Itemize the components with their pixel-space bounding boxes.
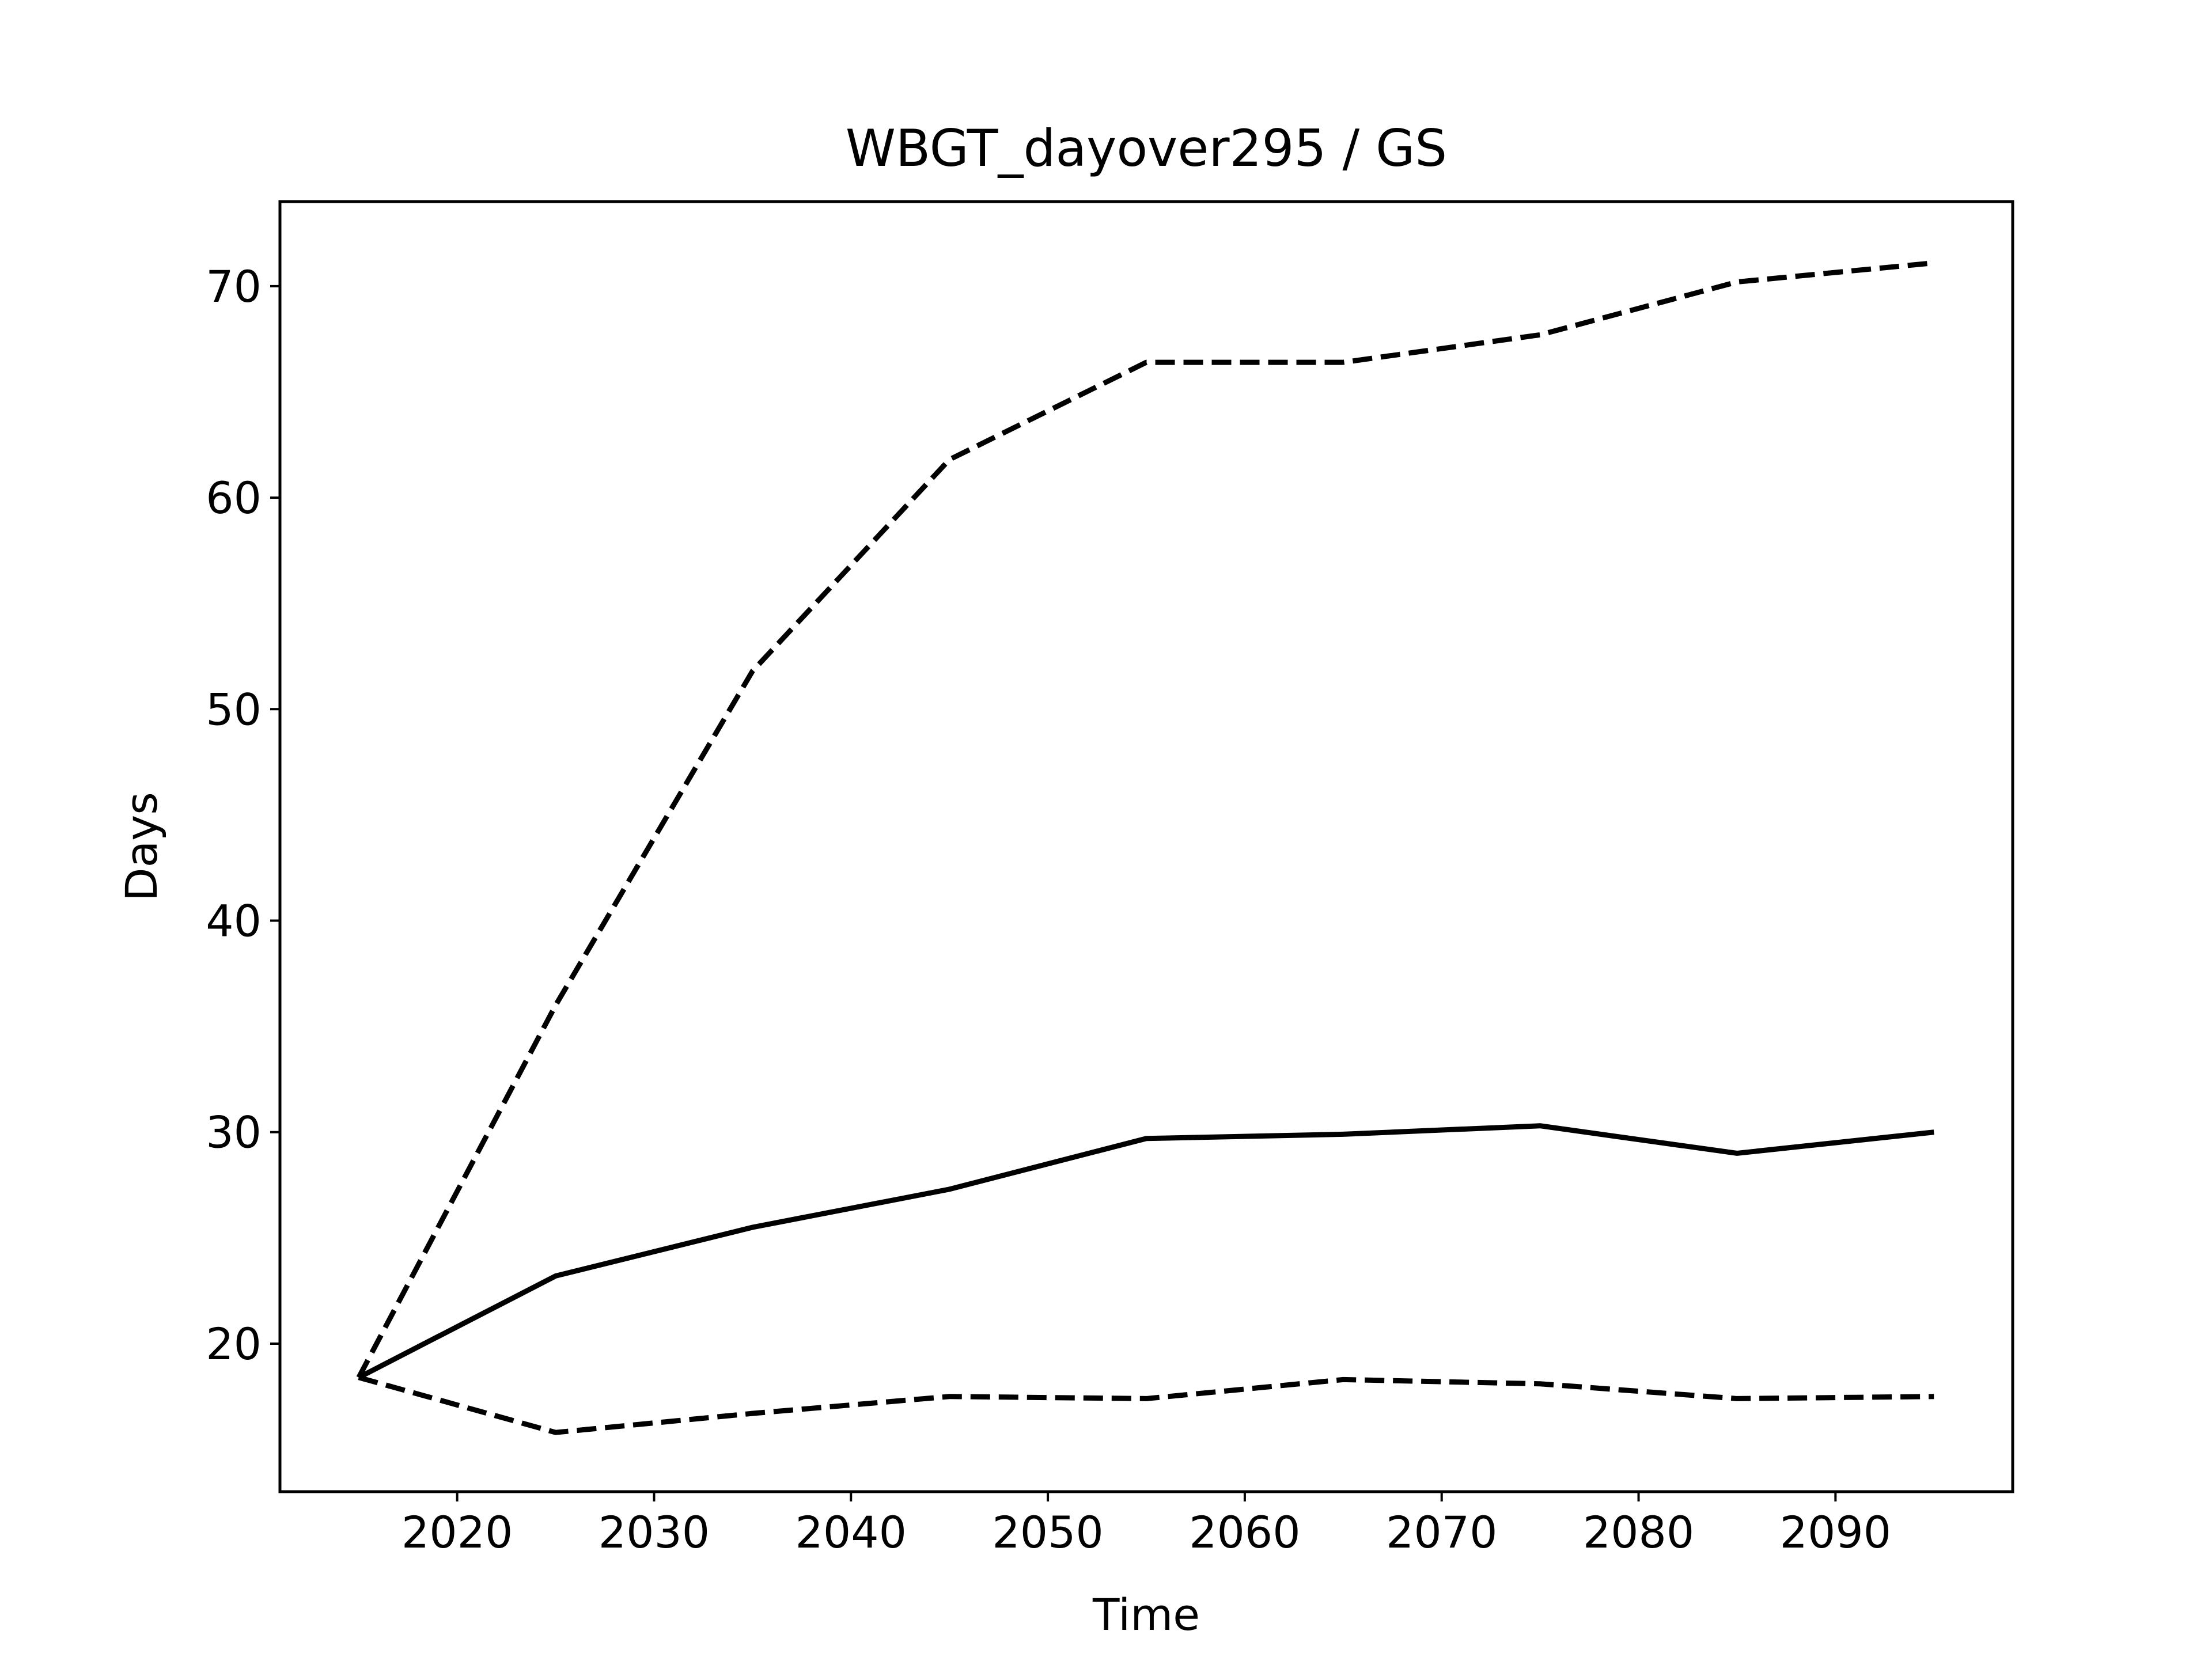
x-tick-label: 2070	[1386, 1507, 1497, 1558]
y-tick-label: 20	[206, 1318, 262, 1370]
x-axis-label: Time	[1092, 1589, 1200, 1640]
x-tick-label: 2090	[1780, 1507, 1891, 1558]
y-tick-label: 40	[206, 896, 262, 947]
series-line-1	[357, 1123, 1934, 1380]
x-tick-label: 2060	[1189, 1507, 1300, 1558]
series-line-2	[356, 260, 1934, 1379]
x-tick-label: 2030	[599, 1507, 710, 1558]
y-axis-ticks: 20 30 40 50 60 70	[206, 261, 280, 1370]
y-tick-label: 70	[206, 261, 262, 312]
y-tick-label: 60	[206, 472, 262, 524]
x-tick-label: 2040	[796, 1507, 907, 1558]
chart-title: WBGT_dayover295 / GS	[846, 119, 1447, 178]
series-line-3	[358, 1375, 1934, 1435]
plot-frame	[278, 200, 2014, 1493]
x-tick-label: 2080	[1583, 1507, 1694, 1558]
y-axis-label: Days	[116, 792, 167, 901]
x-tick-label: 2020	[402, 1507, 513, 1558]
x-axis-ticks: 2020 2030 2040 2050 2060 2070 2080 2090	[402, 1492, 1891, 1558]
y-tick-label: 50	[206, 684, 262, 735]
series-layer	[356, 260, 1934, 1435]
x-tick-label: 2050	[992, 1507, 1103, 1558]
y-tick-label: 30	[206, 1107, 262, 1158]
